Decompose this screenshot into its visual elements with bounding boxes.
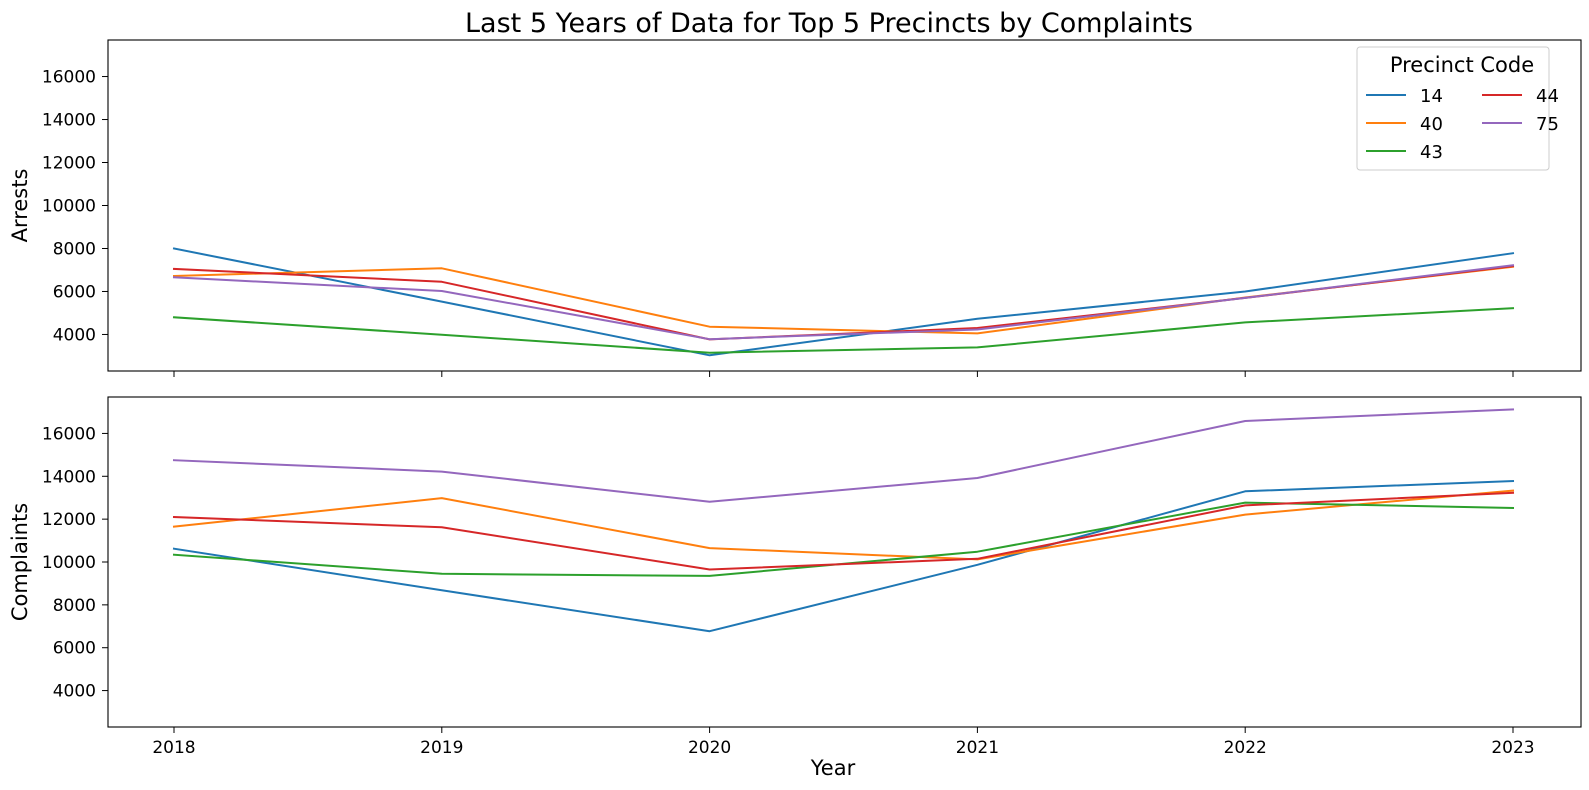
arrests-y-tick-label: 14000: [42, 111, 96, 131]
complaints-y-tick-label: 16000: [42, 424, 96, 444]
x-tick-label: 2021: [956, 738, 999, 758]
complaints-panel: 4000 6000 8000 10000 12000 14000 16000 2018 2019…: [8, 396, 1582, 758]
arrests-y-tick-label: 4000: [53, 325, 96, 345]
legend-label-44: 44: [1536, 86, 1559, 107]
x-tick-label: 2020: [688, 738, 731, 758]
complaints-series-75-line: [172, 408, 1515, 503]
chart-title: Last 5 Years of Data for Top 5 Precincts…: [465, 8, 1193, 39]
x-tick-label: 2018: [152, 738, 195, 758]
complaints-y-tick-label: 6000: [53, 639, 96, 659]
arrests-y-tick-label: 12000: [42, 154, 96, 174]
legend-label-40: 40: [1420, 114, 1443, 135]
arrests-series-40-line: [172, 265, 1515, 335]
complaints-y-tick-label: 10000: [42, 553, 96, 573]
complaints-y-axis-label: Complaints: [8, 503, 32, 621]
arrests-series-43-line: [172, 307, 1515, 354]
arrests-series-lines: [172, 247, 1515, 357]
arrests-panel: 4000 6000 8000 10000 12000 14000 16000 Arrests: [8, 39, 1582, 377]
arrests-y-tick-label: 8000: [53, 239, 96, 259]
complaints-y-tick-label: 12000: [42, 510, 96, 530]
arrests-series-75-line: [172, 264, 1515, 341]
arrests-y-tick-label: 10000: [42, 197, 96, 217]
legend-label-75: 75: [1536, 114, 1559, 135]
legend-label-43: 43: [1420, 142, 1443, 163]
arrests-y-tick-label: 16000: [42, 68, 96, 88]
x-tick-label: 2023: [1491, 738, 1534, 758]
legend-items: 14 40 43 44 75: [1366, 86, 1559, 163]
arrests-y-tick-label: 6000: [53, 282, 96, 302]
legend-frame: [1356, 46, 1550, 171]
legend-title: Precinct Code: [1390, 53, 1534, 77]
complaints-axes-frame: [107, 396, 1582, 728]
arrests-series-14-line: [172, 247, 1515, 357]
arrests-y-axis-label: Arrests: [8, 169, 32, 243]
complaints-y-tick-label: 4000: [53, 682, 96, 702]
complaints-series-14-line: [172, 479, 1515, 633]
legend-label-14: 14: [1420, 86, 1443, 107]
legend: Precinct Code 14 40 43 44 75: [1356, 46, 1559, 171]
complaints-series-44-line: [172, 491, 1515, 571]
complaints-series-lines: [172, 408, 1515, 633]
complaints-y-tick-label: 14000: [42, 467, 96, 487]
x-axis-label: Year: [810, 756, 856, 780]
x-tick-label: 2022: [1224, 738, 1267, 758]
x-tick-label: 2019: [420, 738, 463, 758]
arrests-series-44-line: [172, 264, 1515, 341]
complaints-y-tick-label: 8000: [53, 596, 96, 616]
complaints-series-40-line: [172, 489, 1515, 561]
